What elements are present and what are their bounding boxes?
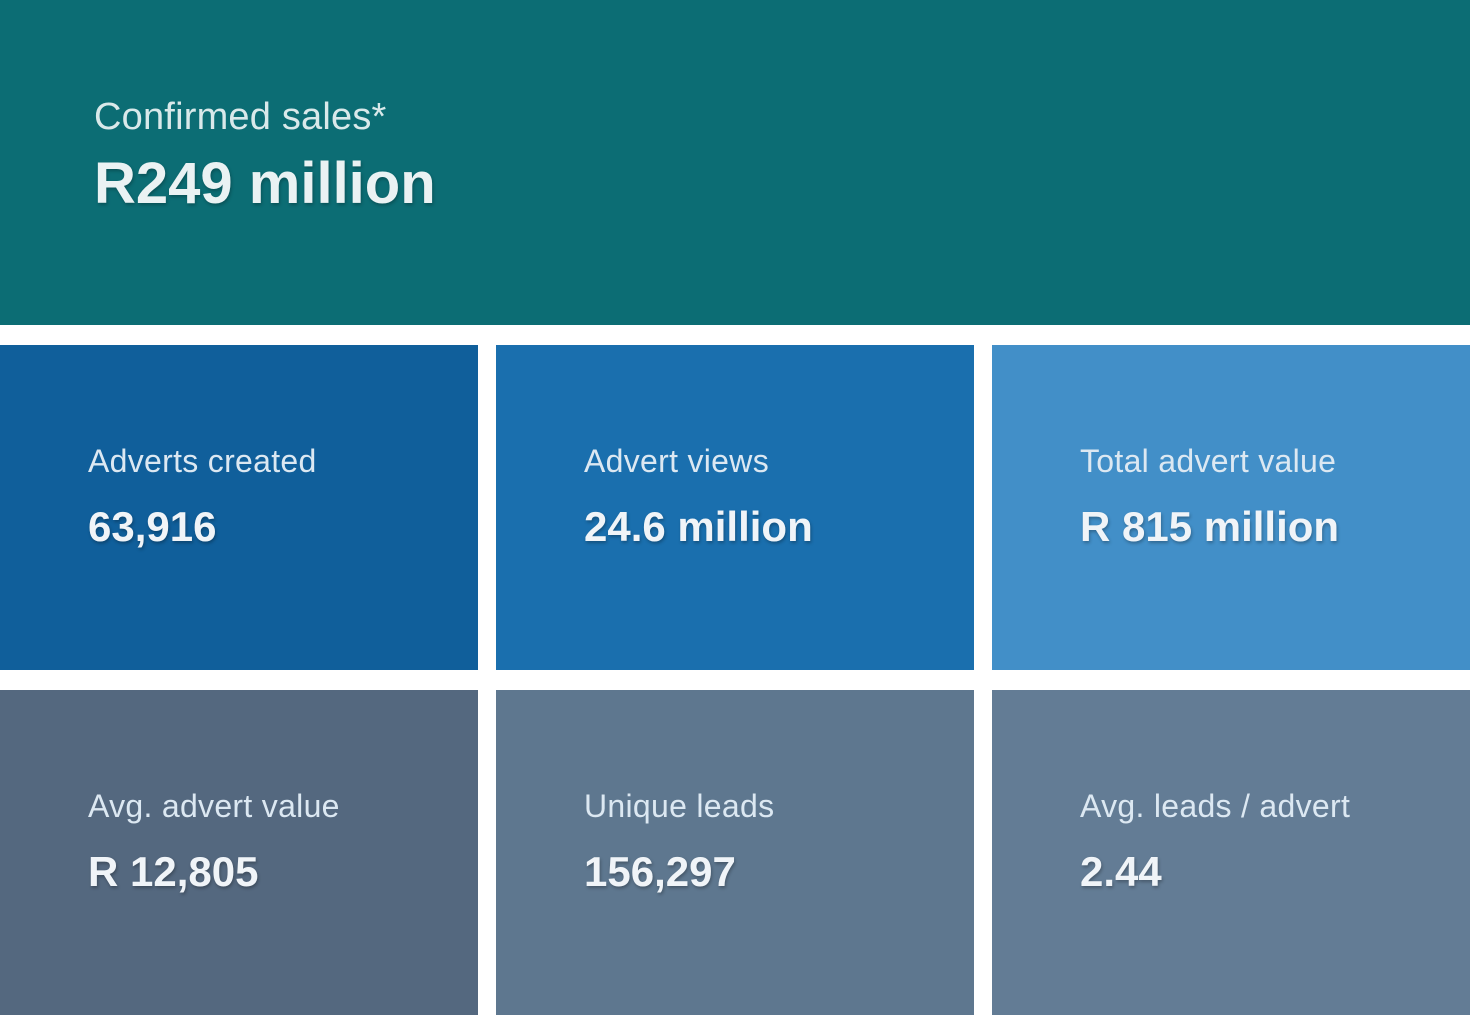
confirmed-sales-label: Confirmed sales* — [94, 96, 387, 138]
confirmed-sales-tile: Confirmed sales* R249 million — [0, 0, 1470, 325]
advert-views-tile: Advert views 24.6 million — [496, 345, 974, 670]
advert-views-value: 24.6 million — [584, 503, 813, 550]
avg-advert-value-label: Avg. advert value — [88, 788, 340, 824]
adverts-created-value: 63,916 — [88, 503, 217, 550]
avg-leads-per-advert-label: Avg. leads / advert — [1080, 788, 1351, 824]
total-advert-value-tile: Total advert value R 815 million — [992, 345, 1470, 670]
adverts-created-tile: Adverts created 63,916 — [0, 345, 478, 670]
unique-leads-label: Unique leads — [584, 788, 775, 824]
avg-advert-value-tile: Avg. advert value R 12,805 — [0, 690, 478, 1015]
confirmed-sales-value: R249 million — [94, 151, 436, 216]
avg-leads-per-advert-tile: Avg. leads / advert 2.44 — [992, 690, 1470, 1015]
total-advert-value-label: Total advert value — [1080, 443, 1337, 479]
advert-views-label: Advert views — [584, 443, 769, 479]
avg-advert-value-value: R 12,805 — [88, 848, 259, 895]
total-advert-value-value: R 815 million — [1080, 503, 1340, 550]
unique-leads-tile: Unique leads 156,297 — [496, 690, 974, 1015]
avg-leads-per-advert-value: 2.44 — [1080, 848, 1162, 895]
adverts-created-label: Adverts created — [88, 443, 317, 479]
unique-leads-value: 156,297 — [584, 848, 736, 895]
